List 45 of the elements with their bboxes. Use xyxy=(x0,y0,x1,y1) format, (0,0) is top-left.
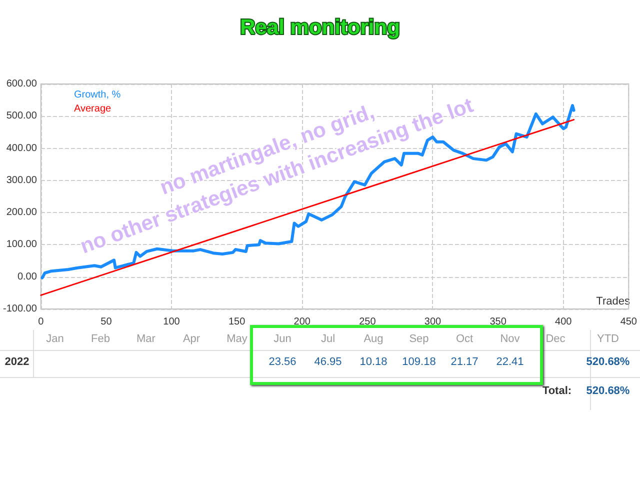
y-tick-label: 500.00 xyxy=(6,110,38,122)
y-tick-label: 400.00 xyxy=(6,142,38,154)
x-tick-label: 0 xyxy=(38,316,44,328)
data-label: 10.18 xyxy=(360,356,388,368)
x-tick-label: 100 xyxy=(163,316,180,328)
x-tick-label: 150 xyxy=(228,316,246,328)
y-tick-label: 200.00 xyxy=(6,207,38,218)
text: Average xyxy=(74,104,112,114)
x-tick-label: 350 xyxy=(490,316,507,328)
category-label: Jun xyxy=(274,333,292,345)
category-label: Aug xyxy=(364,333,384,345)
y-tick-label: 300.00 xyxy=(6,174,38,186)
category-label: Nov xyxy=(500,333,520,345)
data-label: 109.18 xyxy=(402,356,436,368)
text: Growth, % xyxy=(74,90,121,100)
data-label: 23.56 xyxy=(268,356,296,368)
text: 520.68% xyxy=(586,385,630,397)
x-tick-label: 450 xyxy=(620,316,638,328)
data-label: 46.95 xyxy=(314,356,342,368)
category-label: Sep xyxy=(409,333,429,345)
data-label: 520.68% xyxy=(585,356,631,368)
x-tick-label: 400 xyxy=(555,316,572,328)
data-label: 21.17 xyxy=(450,356,478,368)
category-label: Jan xyxy=(46,333,64,345)
x-tick-label: 300 xyxy=(424,316,442,328)
x-tick-label: 250 xyxy=(359,316,376,328)
y-tick-label: 600.00 xyxy=(6,78,38,90)
category-label: Dec xyxy=(546,333,566,345)
x-axis-title: Trades xyxy=(596,296,630,308)
category-label: Jul xyxy=(320,333,336,345)
x-tick-label: 50 xyxy=(100,316,112,328)
y-tick-label: -100.00 xyxy=(2,304,38,314)
category-label: May xyxy=(226,333,248,345)
category-label: Feb xyxy=(91,333,110,345)
text: Total: xyxy=(542,385,572,397)
category-label: YTD xyxy=(596,333,620,345)
y-tick-label: 0.00 xyxy=(17,271,38,282)
category-label: Apr xyxy=(182,333,200,345)
chart-title: Real monitoring xyxy=(240,16,400,39)
category-label: Oct xyxy=(456,333,474,345)
category-label: Mar xyxy=(136,333,156,345)
data-label: 22.41 xyxy=(496,356,524,368)
text: 2022 xyxy=(4,356,30,368)
y-tick-label: 100.00 xyxy=(6,239,38,250)
x-tick-label: 200 xyxy=(294,316,311,328)
